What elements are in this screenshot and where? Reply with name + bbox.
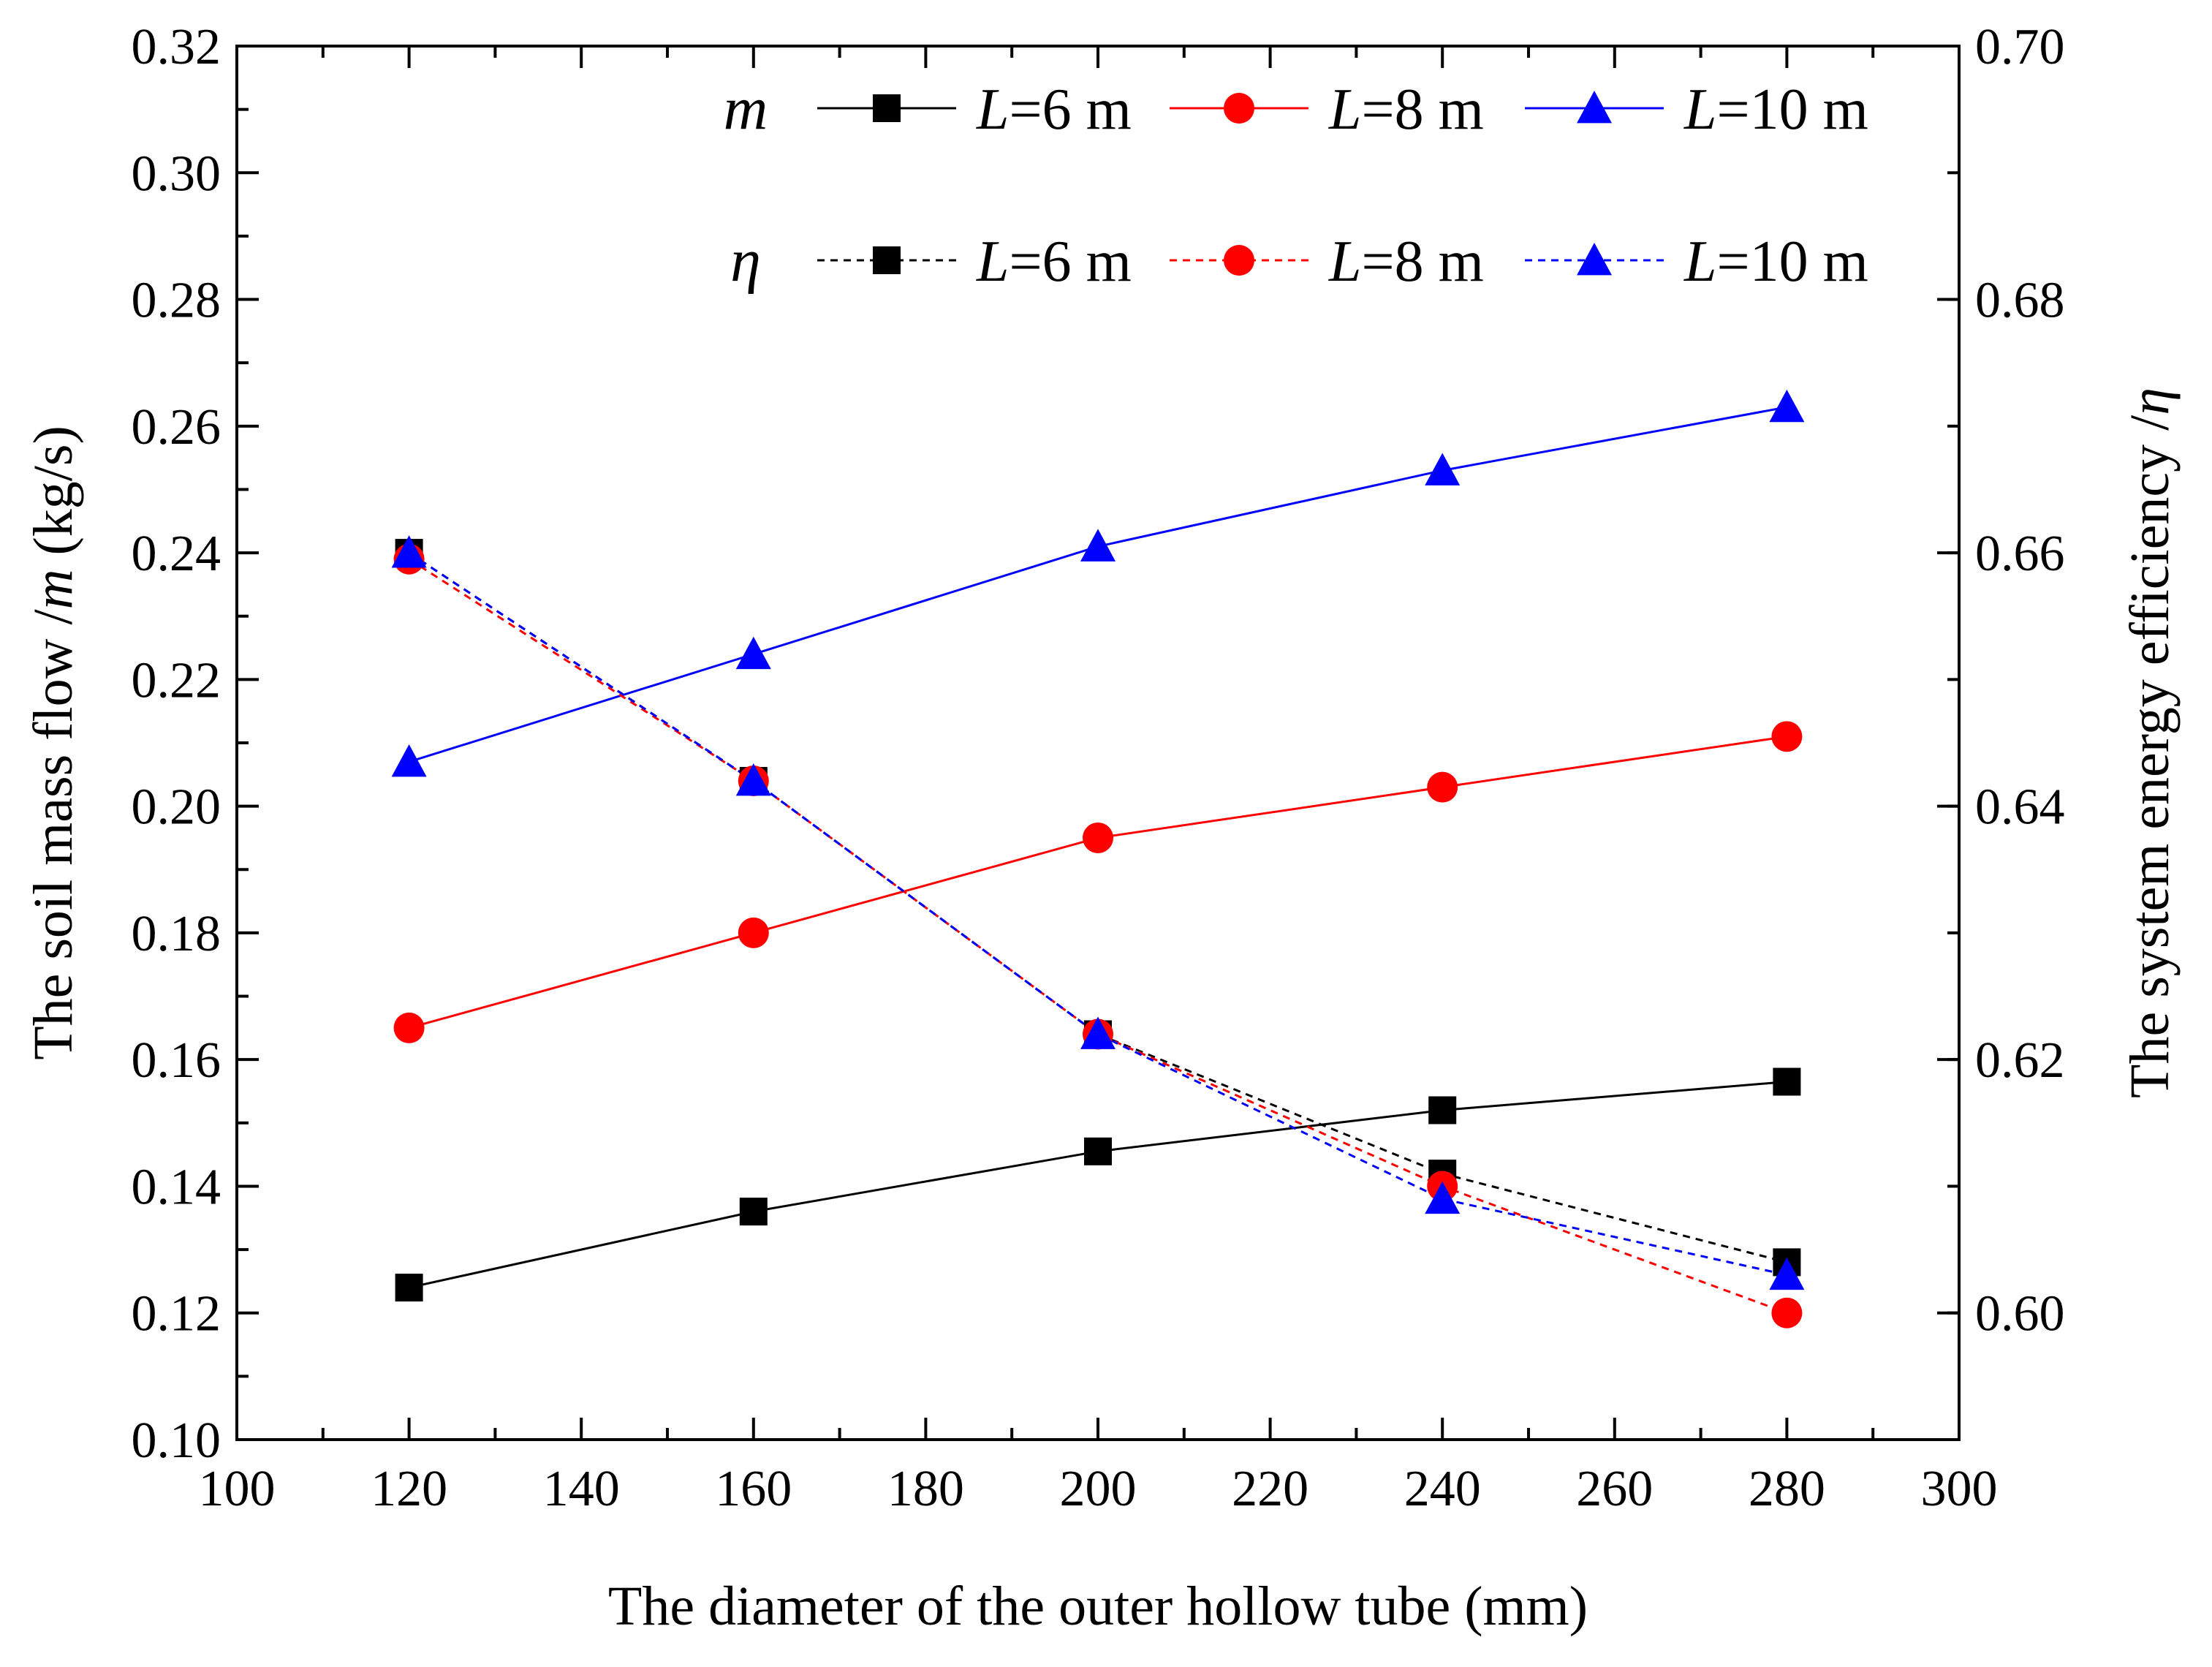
legend-label: L=10 m — [1683, 78, 1868, 142]
left-y-axis-title-suffix: (kg/s) — [23, 426, 84, 569]
data-point — [738, 917, 769, 948]
legend-label: L=8 m — [1328, 78, 1484, 142]
left-y-tick-label: 0.32 — [132, 19, 221, 75]
left-y-tick-label: 0.20 — [132, 779, 221, 836]
data-point — [1428, 1096, 1457, 1124]
right-y-tick-label: 0.60 — [1975, 1286, 2065, 1342]
legend-marker — [873, 246, 901, 274]
data-point — [1773, 1067, 1801, 1096]
data-point — [1771, 721, 1803, 752]
legend-label: L=8 m — [1328, 230, 1484, 294]
x-tick-label: 280 — [1749, 1461, 1825, 1517]
legend-marker — [1577, 243, 1612, 276]
data-point — [1080, 1016, 1116, 1049]
legend-label: L=6 m — [976, 230, 1132, 294]
left-y-axis-title-prefix: The soil mass flow / — [23, 609, 84, 1060]
left-y-tick-label: 0.16 — [132, 1032, 221, 1089]
x-tick-label: 140 — [543, 1461, 620, 1517]
x-tick-label: 260 — [1576, 1461, 1653, 1517]
x-tick-label: 200 — [1060, 1461, 1137, 1517]
x-tick-label: 180 — [887, 1461, 964, 1517]
left-y-tick-label: 0.24 — [132, 526, 221, 582]
data-point — [1771, 1297, 1803, 1328]
data-point — [1769, 1257, 1805, 1290]
left-y-tick-label: 0.26 — [132, 399, 221, 456]
legend-marker — [1224, 93, 1254, 124]
left-y-axis-title: The soil mass flow /m (kg/s) — [23, 426, 84, 1060]
data-point — [1425, 453, 1461, 485]
legend-label: L=10 m — [1683, 230, 1868, 294]
data-point — [1084, 1137, 1112, 1165]
right-y-axis-title: The system energy efficiency /η — [2119, 388, 2181, 1098]
series-line — [409, 1081, 1787, 1289]
series-line — [409, 735, 1787, 1029]
x-tick-label: 100 — [199, 1461, 276, 1517]
data-point — [395, 1274, 423, 1302]
series-markers — [391, 389, 1805, 1328]
right-y-tick-label: 0.66 — [1975, 526, 2065, 582]
x-tick-label: 160 — [715, 1461, 792, 1517]
right-y-axis-title-prefix: The system energy efficiency / — [2119, 415, 2181, 1098]
series-line — [408, 551, 1787, 1263]
data-point — [735, 763, 771, 796]
series-line — [408, 558, 1787, 1315]
legend-marker — [1577, 91, 1612, 124]
left-y-tick-label: 0.18 — [132, 906, 221, 962]
legend-marker — [1224, 245, 1254, 276]
x-axis-title: The diameter of the outer hollow tube (m… — [608, 1576, 1588, 1637]
left-y-tick-label: 0.10 — [132, 1413, 221, 1469]
left-y-tick-label: 0.14 — [132, 1159, 221, 1215]
data-point — [1427, 771, 1458, 803]
data-point — [1769, 389, 1805, 423]
data-point — [391, 744, 427, 777]
series-line — [409, 406, 1787, 763]
x-tick-label: 300 — [1921, 1461, 1998, 1517]
data-point — [391, 535, 427, 568]
series-line — [408, 551, 1787, 1277]
data-point — [735, 636, 771, 670]
right-y-axis-ticks: 0.60 0.62 0.64 0.66 0.68 0.70 — [1937, 19, 2065, 1441]
data-point — [1425, 1181, 1461, 1214]
x-tick-label: 220 — [1232, 1461, 1308, 1517]
legend-marker — [873, 94, 901, 122]
right-y-tick-label: 0.64 — [1975, 779, 2065, 836]
left-y-tick-label: 0.30 — [132, 145, 221, 202]
left-y-axis-ticks: 0.10 0.12 0.14 0.16 0.18 0.20 0.22 0.24 0.26 0.28… — [132, 19, 259, 1469]
legend-row-symbol: m — [724, 75, 768, 143]
right-y-tick-label: 0.62 — [1975, 1032, 2065, 1089]
left-y-tick-label: 0.28 — [132, 273, 221, 329]
data-point — [1083, 822, 1113, 853]
right-y-tick-label: 0.68 — [1975, 273, 2065, 329]
left-y-tick-label: 0.12 — [132, 1286, 221, 1342]
data-point — [1080, 529, 1116, 562]
legend-label: L=6 m — [976, 78, 1132, 142]
legend: m L=6 m L=8 m L=10 m η L=6 m L=8 m L=10 m — [724, 75, 1868, 295]
right-y-axis-title-var: η — [2119, 388, 2181, 415]
data-point — [739, 1198, 768, 1226]
right-y-tick-label: 0.70 — [1975, 19, 2065, 75]
x-tick-label: 240 — [1404, 1461, 1481, 1517]
x-axis-ticks: 100 120 140 160 180 200 220 240 260 280 300 — [199, 46, 1998, 1517]
left-y-axis-title-var: m — [23, 570, 84, 610]
data-point — [393, 1012, 425, 1043]
legend-row-symbol: η — [730, 227, 761, 295]
left-y-tick-label: 0.22 — [132, 652, 221, 708]
x-tick-label: 120 — [371, 1461, 447, 1517]
